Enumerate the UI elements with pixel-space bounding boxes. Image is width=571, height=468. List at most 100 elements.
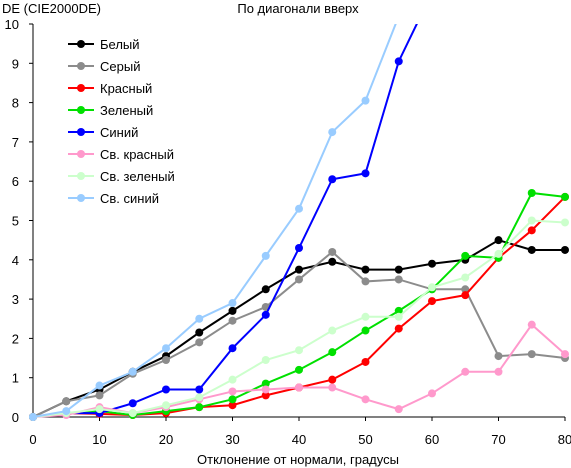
data-point <box>428 283 436 292</box>
legend-swatch-marker <box>77 150 85 158</box>
data-point <box>261 285 270 294</box>
data-point <box>328 383 337 392</box>
data-point <box>195 314 204 323</box>
data-point <box>361 326 370 335</box>
data-point <box>328 326 337 335</box>
legend-item: Зеленый <box>68 103 153 118</box>
data-point <box>394 306 403 315</box>
legend-swatch-marker <box>77 40 85 48</box>
data-point <box>361 277 370 286</box>
series-line <box>32 24 397 418</box>
y-tick-label: 3 <box>12 292 19 307</box>
series-белый <box>29 236 569 421</box>
chart-title: По диагонали вверх <box>237 1 359 16</box>
data-point <box>128 399 137 408</box>
data-point <box>261 310 270 319</box>
data-point <box>195 393 204 402</box>
legend-label: Синий <box>100 125 138 140</box>
data-point <box>228 375 237 384</box>
legend-label: Зеленый <box>100 103 153 118</box>
data-point <box>328 348 337 357</box>
data-point <box>295 204 303 213</box>
data-point <box>162 385 170 394</box>
legend-swatch-marker <box>77 172 85 180</box>
data-point <box>561 245 569 254</box>
data-point <box>162 344 170 353</box>
data-point <box>195 338 204 347</box>
data-point <box>361 395 370 404</box>
y-tick-label: 5 <box>12 214 19 229</box>
data-point <box>361 169 370 178</box>
data-point <box>228 395 237 404</box>
data-point <box>527 188 536 197</box>
data-point <box>428 297 436 306</box>
data-point <box>295 346 303 355</box>
legend: Белый Серый Красный Зеленый Синий Св. красный… <box>68 37 175 206</box>
data-point <box>228 316 237 325</box>
data-point <box>527 350 536 359</box>
data-point <box>62 397 71 406</box>
data-point <box>295 275 303 284</box>
series-св-синий <box>29 12 403 421</box>
data-point <box>361 265 370 274</box>
data-point <box>461 273 470 282</box>
data-point <box>261 391 270 400</box>
data-point <box>395 12 403 20</box>
data-point <box>162 401 170 410</box>
legend-item: Св. зеленый <box>68 169 175 184</box>
data-point <box>62 407 71 416</box>
data-point <box>195 385 204 394</box>
legend-swatch-marker <box>77 106 85 114</box>
y-tick-label: 4 <box>12 253 19 268</box>
data-point <box>195 403 204 412</box>
data-point <box>295 244 303 253</box>
legend-item: Красный <box>68 81 152 96</box>
axes: 0 1 2 3 4 5 6 7 8 9 10 0 10 20 30 40 50 60 70 80 <box>5 17 571 447</box>
x-tick-label: 10 <box>92 432 106 447</box>
x-tick-label: 70 <box>491 432 505 447</box>
y-tick-label: 1 <box>12 371 19 386</box>
legend-label: Св. синий <box>100 191 159 206</box>
data-point <box>361 96 370 105</box>
data-point <box>394 312 403 321</box>
series-св-зеленый <box>29 216 569 421</box>
data-point <box>295 265 303 274</box>
data-point <box>95 405 104 414</box>
data-point <box>228 306 237 315</box>
legend-item: Белый <box>68 37 140 52</box>
data-point <box>461 251 470 260</box>
data-point <box>228 401 237 410</box>
data-point <box>527 245 536 254</box>
data-point <box>261 251 270 260</box>
legend-label: Красный <box>100 81 152 96</box>
data-point <box>494 367 503 376</box>
data-point <box>328 375 337 384</box>
data-point <box>328 128 337 137</box>
y-tick-label: 10 <box>5 17 19 32</box>
data-point <box>494 249 503 258</box>
legend-label: Серый <box>100 59 140 74</box>
data-point <box>228 299 237 308</box>
data-point <box>328 257 337 266</box>
legend-item: Св. синий <box>68 191 159 206</box>
y-tick-label: 8 <box>12 96 19 111</box>
legend-label: Св. зеленый <box>100 169 175 184</box>
data-point <box>95 381 104 390</box>
series-group <box>29 12 569 421</box>
x-tick-label: 80 <box>558 432 571 447</box>
legend-swatch-marker <box>77 128 85 136</box>
x-axis-label: Отклонение от нормали, градусы <box>197 452 399 467</box>
data-point <box>361 312 370 321</box>
data-point <box>394 324 403 333</box>
x-tick-label: 30 <box>225 432 239 447</box>
legend-swatch-marker <box>77 62 85 70</box>
data-point <box>328 175 337 184</box>
y-tick-label: 0 <box>12 410 19 425</box>
data-point <box>394 265 403 274</box>
series-серый <box>29 247 569 421</box>
data-point <box>295 383 303 392</box>
data-point <box>461 367 470 376</box>
data-point <box>128 409 137 418</box>
data-point <box>527 216 536 225</box>
y-axis-label: DE (CIE2000DE) <box>2 1 101 16</box>
